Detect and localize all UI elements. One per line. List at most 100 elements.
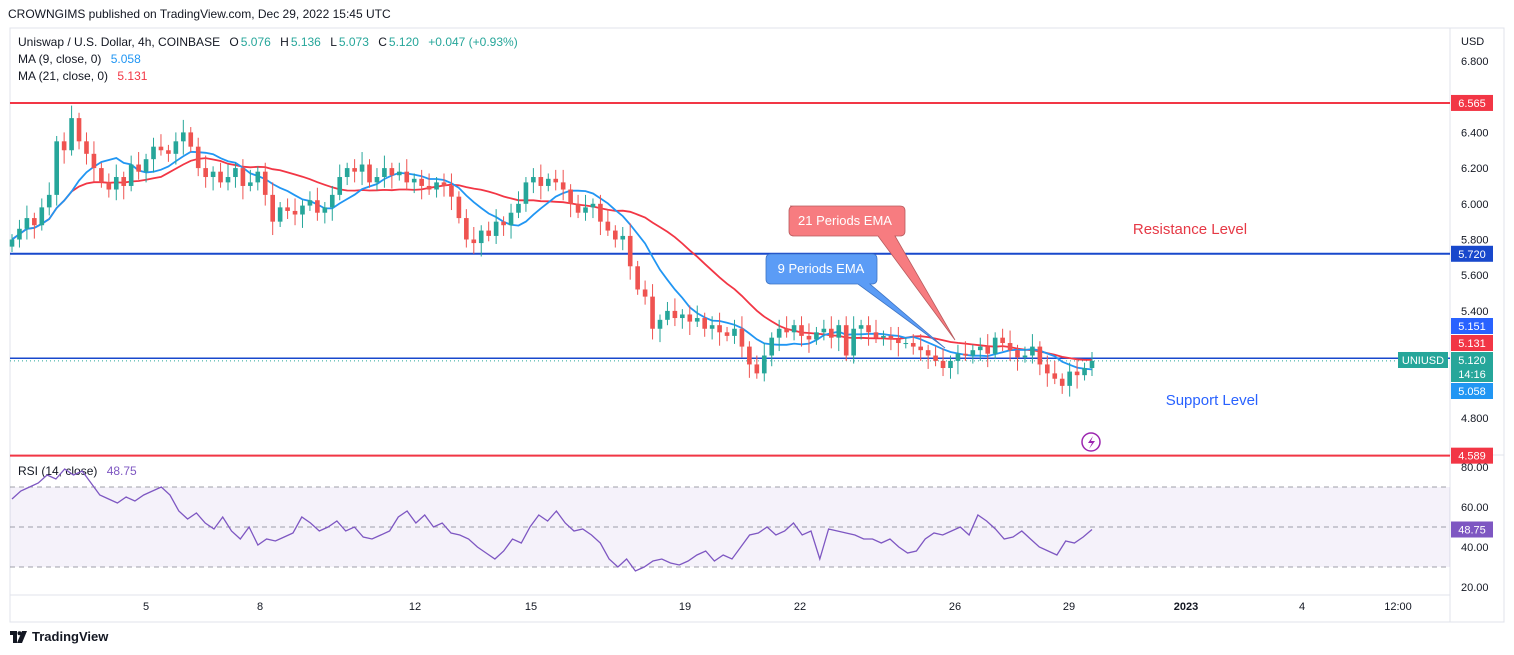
candle (158, 134, 164, 156)
candle-body (620, 235, 626, 240)
candle (181, 119, 186, 155)
candle (464, 209, 469, 248)
candle (605, 209, 611, 236)
candle (642, 280, 648, 305)
candle-body (389, 168, 395, 176)
candle-body (322, 207, 328, 213)
candle-body (538, 177, 544, 186)
tradingview-brand: TradingView (32, 629, 109, 644)
tradingview-footer[interactable]: TradingView (10, 629, 108, 644)
candle-body (888, 335, 894, 340)
candle-body (39, 207, 45, 226)
candle-body (374, 177, 380, 183)
candle-body (397, 171, 402, 176)
candle-body (106, 182, 112, 190)
candle-body (590, 203, 596, 208)
candle (925, 344, 931, 369)
horizontal-line-tag-text: 6.565 (1458, 98, 1486, 110)
lightning-icon[interactable] (1081, 432, 1101, 452)
candle-body (650, 296, 655, 329)
candle-body (717, 325, 722, 333)
candle (255, 166, 261, 191)
candle (657, 314, 663, 343)
candle (583, 194, 588, 221)
candle (225, 164, 231, 191)
candle-body (553, 178, 559, 183)
candle-body (531, 177, 536, 183)
time-tick-label: 12:00 (1384, 601, 1412, 613)
candle-body (642, 289, 648, 297)
rsi-value-tag-text: 48.75 (1458, 525, 1486, 537)
candle-body (747, 346, 752, 365)
candle-body (352, 168, 357, 172)
candle-body (613, 230, 618, 240)
candle (248, 169, 253, 192)
candle (627, 223, 633, 280)
candle (940, 348, 946, 377)
candle-body (709, 325, 715, 329)
candle-body (687, 314, 693, 322)
candle (203, 155, 208, 188)
candle (46, 182, 52, 216)
candle-body (627, 235, 633, 267)
candle (1000, 328, 1005, 352)
candle (806, 323, 812, 353)
candle (233, 162, 238, 188)
candle-body (419, 178, 424, 186)
candle (881, 330, 886, 346)
candle (776, 319, 782, 352)
price-tick-label: 6.000 (1461, 199, 1489, 211)
support-label: Support Level (1166, 392, 1259, 409)
candle-body (1052, 373, 1058, 379)
candle (76, 112, 82, 150)
candle-body (784, 328, 789, 333)
candle (478, 225, 484, 257)
candle (166, 144, 171, 162)
candle (329, 185, 335, 221)
candle-body (471, 239, 477, 244)
price-tick-label: 4.800 (1461, 413, 1489, 425)
candle (977, 337, 983, 361)
candle (665, 301, 670, 326)
ma21-value: 5.131 (117, 69, 148, 83)
candle (91, 141, 97, 182)
candle-body (382, 168, 387, 178)
candle-body (195, 146, 201, 169)
candle (516, 191, 521, 219)
time-tick-label: 8 (257, 601, 263, 613)
candle-body (508, 212, 514, 226)
ma9-value: 5.058 (110, 52, 141, 66)
candle (426, 173, 432, 195)
candle-body (225, 177, 231, 183)
horizontal-line-tag-text: 5.720 (1458, 249, 1486, 261)
candle-body (672, 310, 678, 319)
symbol-tag (1398, 352, 1448, 368)
price-tick-label: 5.600 (1461, 270, 1489, 282)
price-tag (1451, 335, 1493, 351)
candle-body (277, 207, 283, 222)
candle-body (963, 353, 968, 356)
candle (747, 341, 752, 378)
price-tag-text: 5.058 (1458, 386, 1486, 398)
candle (69, 105, 74, 156)
candle (799, 316, 804, 347)
candle (687, 305, 693, 335)
candle (151, 137, 156, 173)
candle-body (851, 328, 856, 356)
candle (761, 343, 767, 382)
ma21-line (11, 157, 1092, 361)
rsi-tick-label: 40.00 (1461, 542, 1489, 554)
candle (61, 132, 67, 164)
time-tick-label: 15 (525, 601, 537, 613)
candle (32, 212, 37, 239)
candle-body (791, 325, 797, 333)
time-tick-label: 19 (679, 601, 691, 613)
candle (1074, 359, 1080, 389)
candle (300, 200, 305, 228)
candle (121, 171, 127, 200)
candle (240, 159, 246, 200)
candle-body (806, 335, 812, 340)
candle-body (54, 141, 59, 195)
candle (553, 169, 559, 191)
